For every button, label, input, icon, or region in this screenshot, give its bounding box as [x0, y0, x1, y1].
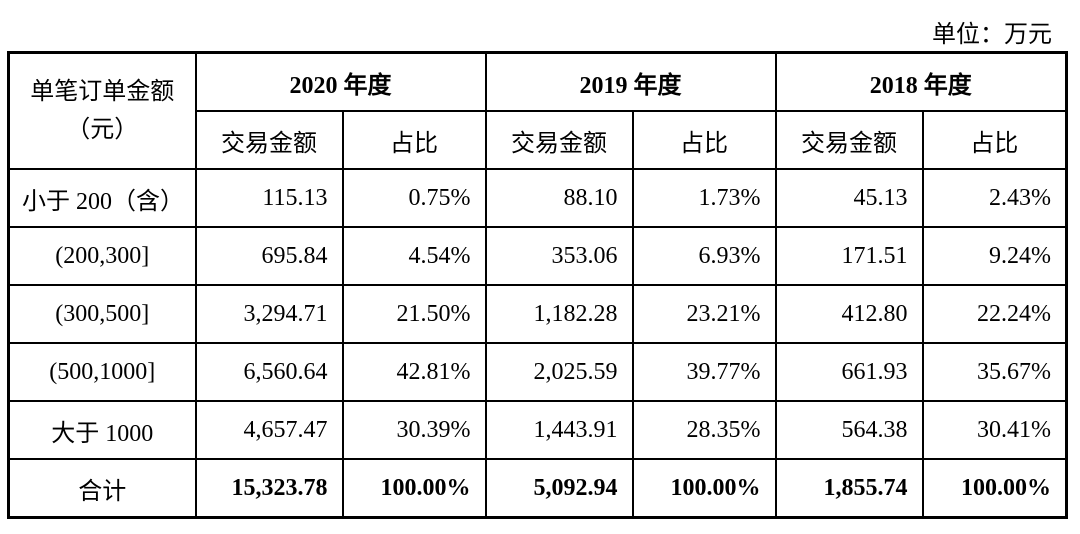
cell-value: 5,092.94 — [484, 458, 634, 519]
cell-value: 6,560.64 — [194, 342, 344, 402]
cell-value: 30.39% — [341, 400, 487, 460]
row-label: (300,500] — [7, 284, 197, 344]
row-label: (200,300] — [7, 226, 197, 286]
cell-value: 100.00% — [631, 458, 777, 519]
header-order-amount: 单笔订单金额 （元） — [7, 51, 197, 170]
header-year-2020: 2020 年度 — [194, 51, 487, 112]
cell-value: 39.77% — [631, 342, 777, 402]
cell-value: 21.50% — [341, 284, 487, 344]
table-row: 大于 1000 4,657.47 30.39% 1,443.91 28.35% … — [7, 400, 1068, 460]
cell-value: 661.93 — [774, 342, 924, 402]
cell-value: 6.93% — [631, 226, 777, 286]
order-amount-table: 单笔订单金额 （元） 2020 年度 2019 年度 2018 年度 交易金额 占… — [7, 51, 1068, 519]
table-row: (300,500] 3,294.71 21.50% 1,182.28 23.21… — [7, 284, 1068, 344]
header-share: 占比 — [631, 110, 777, 170]
cell-value: 28.35% — [631, 400, 777, 460]
row-label: 小于 200（含） — [7, 168, 197, 228]
table-row: (200,300] 695.84 4.54% 353.06 6.93% 171.… — [7, 226, 1068, 286]
total-row: 合计 15,323.78 100.00% 5,092.94 100.00% 1,… — [7, 458, 1068, 519]
cell-value: 171.51 — [774, 226, 924, 286]
header-share: 占比 — [921, 110, 1068, 170]
cell-value: 1,443.91 — [484, 400, 634, 460]
cell-value: 45.13 — [774, 168, 924, 228]
cell-value: 42.81% — [341, 342, 487, 402]
row-label: 合计 — [7, 458, 197, 519]
cell-value: 9.24% — [921, 226, 1068, 286]
cell-value: 100.00% — [921, 458, 1068, 519]
cell-value: 100.00% — [341, 458, 487, 519]
header-share: 占比 — [341, 110, 487, 170]
cell-value: 412.80 — [774, 284, 924, 344]
header-year-2018: 2018 年度 — [774, 51, 1068, 112]
cell-value: 2.43% — [921, 168, 1068, 228]
header-amount: 交易金额 — [484, 110, 634, 170]
cell-value: 115.13 — [194, 168, 344, 228]
cell-value: 1.73% — [631, 168, 777, 228]
cell-value: 22.24% — [921, 284, 1068, 344]
cell-value: 35.67% — [921, 342, 1068, 402]
header-amount: 交易金额 — [194, 110, 344, 170]
cell-value: 4,657.47 — [194, 400, 344, 460]
cell-value: 15,323.78 — [194, 458, 344, 519]
cell-value: 1,855.74 — [774, 458, 924, 519]
cell-value: 695.84 — [194, 226, 344, 286]
cell-value: 4.54% — [341, 226, 487, 286]
table-row: 小于 200（含） 115.13 0.75% 88.10 1.73% 45.13… — [7, 168, 1068, 228]
cell-value: 0.75% — [341, 168, 487, 228]
unit-label: 单位：万元 — [932, 22, 1052, 48]
cell-value: 3,294.71 — [194, 284, 344, 344]
row-label: 大于 1000 — [7, 400, 197, 460]
cell-value: 353.06 — [484, 226, 634, 286]
table-row: (500,1000] 6,560.64 42.81% 2,025.59 39.7… — [7, 342, 1068, 402]
cell-value: 1,182.28 — [484, 284, 634, 344]
cell-value: 23.21% — [631, 284, 777, 344]
cell-value: 2,025.59 — [484, 342, 634, 402]
header-year-2019: 2019 年度 — [484, 51, 777, 112]
cell-value: 30.41% — [921, 400, 1068, 460]
cell-value: 564.38 — [774, 400, 924, 460]
cell-value: 88.10 — [484, 168, 634, 228]
row-label: (500,1000] — [7, 342, 197, 402]
header-amount: 交易金额 — [774, 110, 924, 170]
